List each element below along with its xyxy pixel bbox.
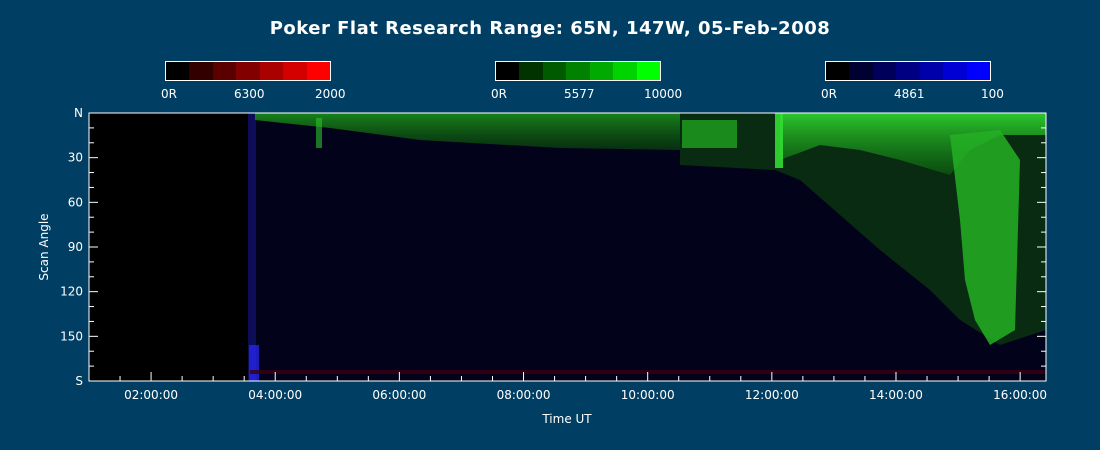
- colorbar-6300-strip: [165, 61, 331, 81]
- colorbar-4861-strip: [825, 61, 991, 81]
- colorbar-4861-max-label: 100: [981, 87, 1004, 101]
- y-axis: N 30 60 90 120 150 S: [60, 106, 1046, 388]
- x-tick-label: 10:00:00: [621, 388, 675, 402]
- y-tick-label: S: [75, 374, 83, 388]
- chart-title: Poker Flat Research Range: 65N, 147W, 05…: [269, 18, 831, 39]
- y-tick-label: 30: [68, 151, 83, 165]
- x-tick-label: 08:00:00: [497, 388, 551, 402]
- y-axis-label: Scan Angle: [37, 213, 51, 280]
- x-tick-label: 16:00:00: [993, 388, 1047, 402]
- x-tick-label: 02:00:00: [124, 388, 178, 402]
- colorbar-5577-mid-label: 5577: [564, 87, 595, 101]
- x-axis-label: Time UT: [541, 412, 592, 426]
- green-arc-10h: [682, 120, 737, 148]
- x-tick-label: 04:00:00: [248, 388, 302, 402]
- blue-onset-column: [248, 113, 256, 381]
- y-tick-label: 90: [68, 240, 83, 254]
- y-tick-label: 120: [60, 285, 83, 299]
- colorbar-4861: 0R 4861 100: [821, 61, 1004, 101]
- colorbar-4861-min-label: 0R: [821, 87, 837, 101]
- y-tick-label: N: [74, 106, 83, 120]
- blue-onset-bottom: [249, 345, 259, 381]
- green-auroral-band: [255, 113, 680, 150]
- x-tick-label: 06:00:00: [372, 388, 426, 402]
- green-surge: [950, 130, 1020, 345]
- colorbar-5577-min-label: 0R: [491, 87, 507, 101]
- plot-area: [89, 113, 1046, 381]
- colorbar-6300-mid-label: 6300: [234, 87, 265, 101]
- green-arc-1215: [775, 113, 783, 168]
- colorbar-4861-mid-label: 4861: [894, 87, 925, 101]
- x-tick-label: 12:00:00: [745, 388, 799, 402]
- x-tick-label: 14:00:00: [869, 388, 923, 402]
- green-band-bright: [780, 113, 1046, 175]
- y-tick-label: 150: [60, 329, 83, 343]
- colorbar-5577-max-label: 10000: [644, 87, 683, 101]
- colorbar-6300-max-label: 2000: [315, 87, 346, 101]
- y-tick-label: 60: [68, 195, 83, 209]
- colorbar-5577: 0R 5577 10000: [491, 61, 682, 101]
- green-flare-0445: [316, 118, 322, 148]
- colorbar-6300: 0R 6300 2000: [161, 61, 346, 101]
- x-axis: 02:00:00 04:00:00 06:00:00 08:00:00 10:00:00…: [88, 372, 1047, 402]
- colorbar-6300-min-label: 0R: [161, 87, 177, 101]
- colorbar-5577-strip: [495, 61, 661, 81]
